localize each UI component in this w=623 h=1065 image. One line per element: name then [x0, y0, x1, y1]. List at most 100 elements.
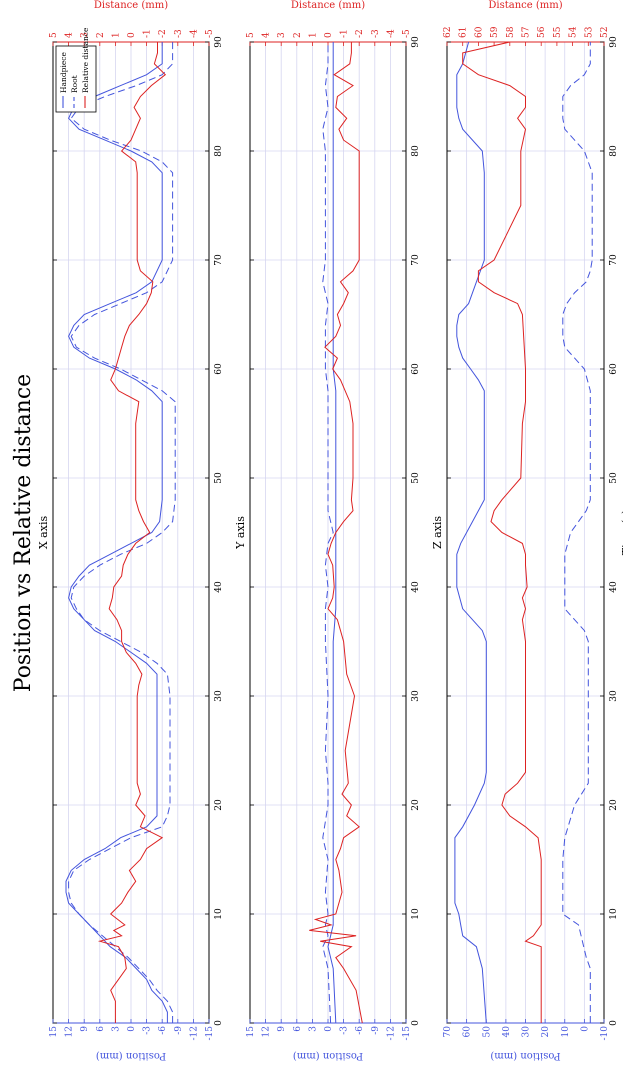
y-right-tick-label: 52 — [600, 27, 610, 38]
x-axis-label: Time (s) — [620, 510, 623, 556]
x-tick-label: 20 — [411, 799, 421, 811]
x-tick-label: 70 — [609, 254, 619, 266]
y-tick-label: -12 — [386, 1026, 396, 1041]
y-tick-label: 0 — [580, 1026, 590, 1032]
x-tick-label: 30 — [411, 690, 421, 702]
root-line — [322, 42, 334, 1024]
handpiece-line — [65, 42, 168, 1023]
x-tick-label: 10 — [411, 908, 421, 920]
y-tick-label: -9 — [371, 1026, 381, 1035]
y-right-tick-label: 62 — [443, 27, 453, 38]
x-tick-label: 40 — [609, 581, 619, 593]
x-tick-label: 60 — [411, 363, 421, 375]
x-tick-label: 60 — [609, 363, 619, 375]
y-tick-label: 30 — [522, 1026, 532, 1038]
y-tick-label: 6 — [293, 1026, 303, 1032]
y-right-tick-label: 0 — [127, 32, 137, 38]
y-tick-label: 12 — [65, 1026, 75, 1037]
x-tick-label: 40 — [411, 581, 421, 593]
y-right-tick-label: 2 — [293, 32, 303, 38]
y-tick-label: -6 — [355, 1026, 365, 1035]
x-tick-label: 90 — [411, 36, 421, 48]
legend-box — [55, 45, 97, 113]
panel-2: 0102030405060708090-15-12-9-6-303691215-… — [234, 0, 421, 1061]
y-tick-label: -12 — [189, 1026, 199, 1041]
y-tick-label: 20 — [541, 1026, 551, 1038]
y-tick-label: 40 — [502, 1026, 512, 1038]
x-tick-label: 50 — [214, 472, 224, 484]
y-right-tick-label: 1 — [308, 32, 318, 38]
root-line — [68, 42, 176, 1023]
y-right-tick-label: 5 — [246, 32, 256, 38]
x-tick-label: 60 — [214, 363, 224, 375]
x-tick-label: 80 — [411, 145, 421, 157]
y-tick-label: 6 — [96, 1026, 106, 1032]
y-right-tick-label: 55 — [553, 26, 563, 38]
y-right-tick-label: 59 — [490, 26, 500, 38]
panel-title: X axis — [37, 516, 50, 550]
y-right-tick-label: -3 — [371, 29, 381, 38]
x-tick-label: 10 — [214, 908, 224, 920]
handpiece-line — [454, 41, 487, 1024]
legend-label: Root — [70, 75, 79, 93]
handpiece-line — [327, 42, 337, 1024]
y-tick-label: -3 — [143, 1026, 153, 1035]
y-tick-label: -15 — [205, 1026, 215, 1041]
x-tick-label: 90 — [609, 36, 619, 48]
y-tick-label: -3 — [340, 1026, 350, 1035]
y-tick-label: 3 — [111, 1026, 121, 1032]
y-tick-label: 3 — [308, 1026, 318, 1032]
x-tick-label: 0 — [609, 1020, 619, 1026]
y-tick-label: -10 — [600, 1026, 610, 1041]
figure-title: Position vs Relative distance — [11, 374, 36, 692]
y-right-tick-label: 56 — [537, 26, 547, 38]
y-axis-label: Position (mm) — [293, 1050, 363, 1061]
y-right-tick-label: -1 — [143, 29, 153, 38]
legend-label: Handpiece — [59, 52, 68, 93]
y-right-tick-label: 0 — [324, 32, 334, 38]
y-right-tick-label: 2 — [96, 32, 106, 38]
x-tick-label: 80 — [214, 145, 224, 157]
x-tick-label: 70 — [214, 254, 224, 266]
x-tick-label: 10 — [609, 908, 619, 920]
y-tick-label: 0 — [324, 1026, 334, 1032]
legend: Handpiece Root Relative distance — [55, 27, 97, 113]
y-tick-label: 12 — [262, 1026, 272, 1037]
y-right-tick-label: 1 — [111, 32, 121, 38]
y-right-tick-label: -5 — [402, 29, 412, 38]
y-tick-label: 15 — [49, 1026, 59, 1038]
y-right-tick-label: 3 — [80, 32, 90, 38]
y-right-axis-label: Distance (mm) — [94, 0, 168, 11]
y-tick-label: 9 — [277, 1026, 287, 1032]
legend-label: Relative distance — [81, 27, 90, 93]
y-right-tick-label: -2 — [158, 29, 168, 38]
y-axis-label: Position (mm) — [490, 1050, 560, 1061]
relative-distance-line — [309, 42, 363, 1024]
y-tick-label: 60 — [463, 1026, 473, 1038]
y-right-tick-label: 61 — [459, 27, 469, 38]
relative-distance-line — [462, 41, 542, 1023]
y-right-tick-label: 5 — [49, 32, 59, 38]
y-tick-label: -6 — [158, 1026, 168, 1035]
y-right-tick-label: -5 — [205, 29, 215, 38]
y-right-tick-label: 4 — [65, 32, 75, 38]
x-tick-label: 70 — [411, 254, 421, 266]
y-right-tick-label: -1 — [340, 29, 350, 38]
x-tick-label: 50 — [411, 472, 421, 484]
y-tick-label: -15 — [402, 1026, 412, 1041]
y-right-tick-label: 57 — [522, 26, 532, 38]
panel-3: 0102030405060708090-10010203040506070525… — [431, 0, 623, 1061]
x-tick-label: 20 — [609, 799, 619, 811]
panel-title: Z axis — [431, 516, 444, 549]
x-tick-label: 50 — [609, 472, 619, 484]
y-tick-label: 0 — [127, 1026, 137, 1032]
root-line — [562, 42, 593, 1023]
x-tick-label: 30 — [609, 690, 619, 702]
y-tick-label: 70 — [443, 1026, 453, 1038]
y-tick-label: -9 — [174, 1026, 184, 1035]
relative-distance-line — [97, 42, 167, 1023]
x-tick-label: 40 — [214, 581, 224, 593]
y-tick-label: 10 — [561, 1026, 571, 1038]
x-tick-label: 0 — [411, 1020, 421, 1026]
